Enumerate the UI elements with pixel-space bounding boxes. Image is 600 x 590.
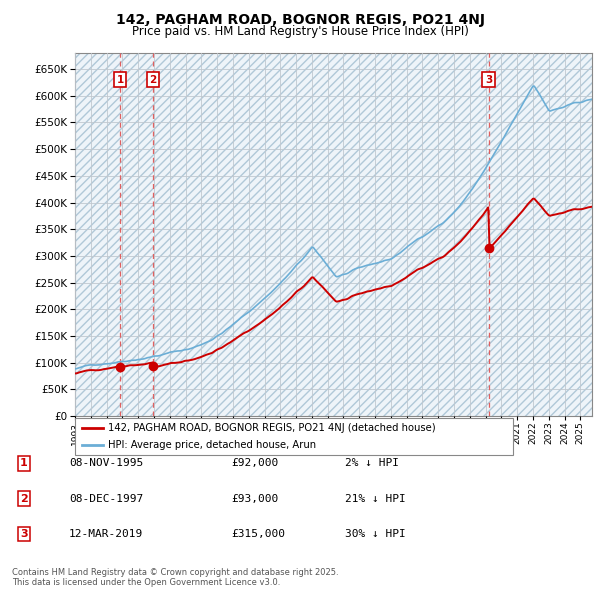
Text: 08-NOV-1995: 08-NOV-1995: [69, 458, 143, 468]
Text: Price paid vs. HM Land Registry's House Price Index (HPI): Price paid vs. HM Land Registry's House …: [131, 25, 469, 38]
Text: 30% ↓ HPI: 30% ↓ HPI: [345, 529, 406, 539]
Text: £315,000: £315,000: [231, 529, 285, 539]
Text: £92,000: £92,000: [231, 458, 278, 468]
Text: 3: 3: [20, 529, 28, 539]
Text: 12-MAR-2019: 12-MAR-2019: [69, 529, 143, 539]
Text: 1: 1: [116, 75, 124, 85]
Text: 08-DEC-1997: 08-DEC-1997: [69, 494, 143, 503]
FancyBboxPatch shape: [75, 418, 513, 455]
Text: 21% ↓ HPI: 21% ↓ HPI: [345, 494, 406, 503]
Text: Contains HM Land Registry data © Crown copyright and database right 2025.
This d: Contains HM Land Registry data © Crown c…: [12, 568, 338, 587]
Text: 2: 2: [20, 494, 28, 503]
Text: 3: 3: [485, 75, 492, 85]
Text: HPI: Average price, detached house, Arun: HPI: Average price, detached house, Arun: [108, 441, 316, 450]
Text: 1: 1: [20, 458, 28, 468]
Text: 2: 2: [149, 75, 157, 85]
Text: £93,000: £93,000: [231, 494, 278, 503]
Text: 2% ↓ HPI: 2% ↓ HPI: [345, 458, 399, 468]
Text: 142, PAGHAM ROAD, BOGNOR REGIS, PO21 4NJ: 142, PAGHAM ROAD, BOGNOR REGIS, PO21 4NJ: [115, 13, 485, 27]
Text: 142, PAGHAM ROAD, BOGNOR REGIS, PO21 4NJ (detached house): 142, PAGHAM ROAD, BOGNOR REGIS, PO21 4NJ…: [108, 424, 436, 433]
